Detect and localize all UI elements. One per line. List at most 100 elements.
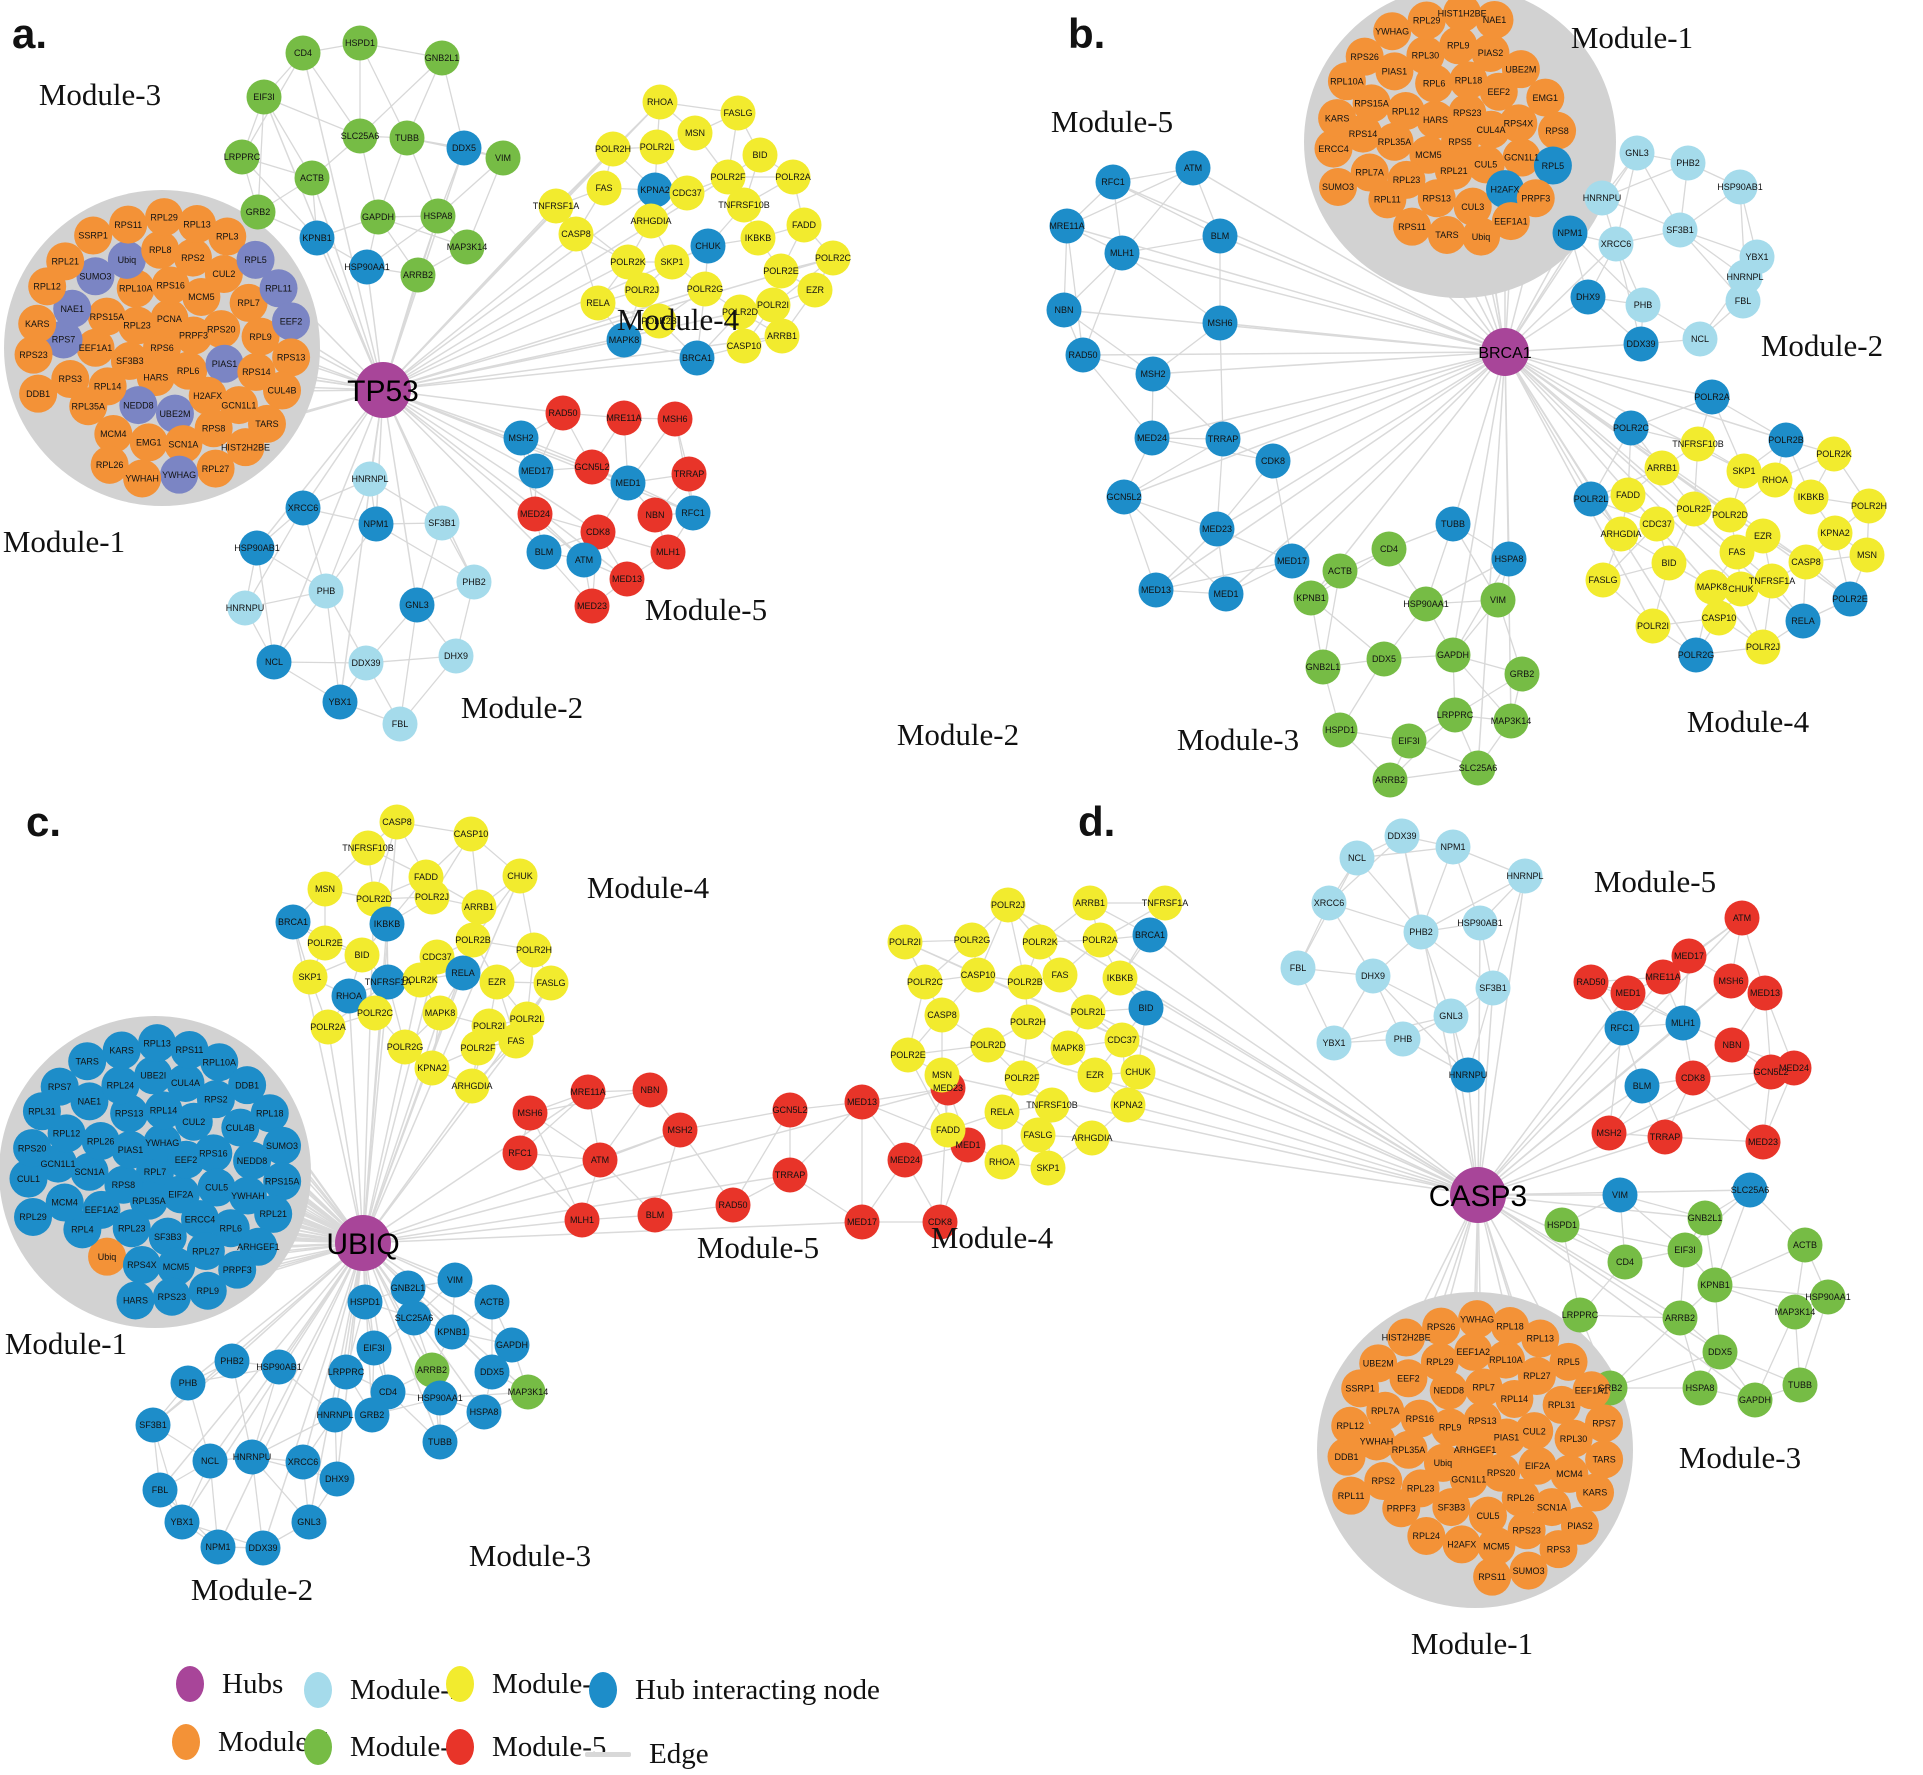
node-label: DDB1 [26, 389, 50, 399]
hub-spoke-edge [382, 189, 656, 391]
node-label: YWHAH [231, 1191, 265, 1201]
node-label: NCL [265, 657, 283, 667]
node-MRE11A [1049, 208, 1085, 244]
node-label: HSPA8 [424, 211, 453, 221]
node-label: MSH6 [517, 1108, 542, 1118]
node-HNRNPU [227, 590, 263, 626]
node-label: NEDD8 [1433, 1386, 1464, 1396]
node-POLR2J [990, 887, 1026, 923]
node-label: MED24 [1779, 1063, 1809, 1073]
node-NAE1 [70, 1082, 109, 1121]
node-label: CUL2 [1523, 1426, 1546, 1436]
node-label: BID [1661, 558, 1677, 568]
node-label: KARS [25, 319, 50, 329]
node-label: EEF2 [1488, 87, 1511, 97]
node-GAPDH [360, 199, 396, 235]
node-PIAS2 [1471, 33, 1510, 72]
node-label: FADD [936, 1125, 961, 1135]
node-label: TARS [1435, 230, 1458, 240]
node-label: DDB1 [1335, 1452, 1359, 1462]
node-XRCC6 [1311, 885, 1347, 921]
hub-spoke-edge [382, 339, 625, 391]
node-DHX9 [1355, 958, 1391, 994]
node-RPL13 [138, 1024, 177, 1063]
node-ERCC4 [181, 1200, 220, 1239]
node-label: RPL30 [1560, 1434, 1588, 1444]
node-NPM1 [1552, 215, 1588, 251]
node-UBE2I [134, 1056, 173, 1095]
node-label: MCM5 [163, 1262, 190, 1272]
node-CUL1 [9, 1159, 48, 1198]
node-HSP90AA1 [422, 1380, 458, 1416]
node-label: MAP3K14 [508, 1387, 549, 1397]
node-label: FASLG [1023, 1130, 1052, 1140]
node-label: RPS2 [204, 1094, 228, 1104]
hub-spoke-edge [1087, 1011, 1479, 1196]
node-RPS2 [1364, 1462, 1403, 1501]
hub-spoke-edge [1450, 1015, 1479, 1196]
node-label: SKP1 [298, 972, 321, 982]
node-label: NBN [645, 510, 664, 520]
node-label: NBN [640, 1085, 659, 1095]
node-POLR2D [1712, 497, 1748, 533]
node-BLM [637, 1197, 673, 1233]
node-label: CUL4B [226, 1123, 255, 1133]
node-label: RPS15A [90, 312, 125, 322]
node-label: ARHGDIA [1600, 529, 1641, 539]
node-TUBB [389, 120, 425, 156]
node-UBE2M [155, 394, 194, 433]
node-MAP3K14 [1493, 703, 1529, 739]
node-GNB2L1 [1687, 1200, 1723, 1236]
node-DDB1 [19, 374, 58, 413]
module-name-label: Module-5 [1051, 104, 1173, 139]
node-POLR2L [1070, 994, 1106, 1030]
hub-spoke-edge [382, 261, 629, 391]
node-label: BID [752, 150, 768, 160]
node-label: FBL [1290, 963, 1307, 973]
node-label: RPS14 [1349, 129, 1378, 139]
node-CHUK [690, 228, 726, 264]
node-RPL24 [1407, 1516, 1446, 1555]
node-label: EZR [1754, 531, 1773, 541]
node-POLR2B [641, 303, 677, 339]
node-TNFRSF1A [538, 188, 574, 224]
node-BRCA1 [275, 904, 311, 940]
node-RAD50 [715, 1187, 751, 1223]
node-label: CDK8 [1261, 456, 1285, 466]
node-YWHAH [123, 459, 162, 498]
node-label: RPS2 [1372, 1476, 1396, 1486]
node-label: ARRB1 [464, 902, 494, 912]
hub-spoke-edge [1152, 351, 1506, 375]
node-POLR2L [639, 129, 675, 165]
node-POLR2B [455, 922, 491, 958]
node-RELA [445, 955, 481, 991]
node-DDB1 [228, 1066, 267, 1105]
node-label: MED17 [521, 466, 551, 476]
node-label: CASP8 [561, 229, 591, 239]
node-label: RPL14 [94, 382, 122, 392]
node-label: GRB2 [246, 207, 271, 217]
hub-spoke-edge [1477, 1194, 1681, 1319]
node-label: POLR2E [307, 938, 343, 948]
node-label: MSH2 [1596, 1128, 1621, 1138]
node-label: ARRB2 [1375, 775, 1405, 785]
node-RPL29 [145, 198, 184, 237]
edge [1082, 354, 1153, 439]
node-label: DDX39 [1626, 339, 1655, 349]
node-label: KPNB1 [302, 233, 332, 243]
node-RPS16 [1400, 1399, 1439, 1438]
node-label: CASP8 [382, 817, 412, 827]
node-NAE1 [1475, 0, 1514, 39]
node-POLR2A [310, 1009, 346, 1045]
node-label: TNFRSF1A [365, 977, 412, 987]
node-label: CD4 [1380, 544, 1398, 554]
node-PHB2 [456, 564, 492, 600]
node-label: MCM5 [188, 292, 215, 302]
module-name-label: Module-5 [1594, 864, 1716, 899]
node-label: MAPK8 [1697, 582, 1728, 592]
node-label: RPS8 [1545, 126, 1569, 136]
node-SKP1 [1726, 453, 1762, 489]
node-label: KPNB1 [1296, 593, 1326, 603]
node-label: POLR2L [1574, 494, 1609, 504]
node-TNFRSF10B [726, 187, 762, 223]
